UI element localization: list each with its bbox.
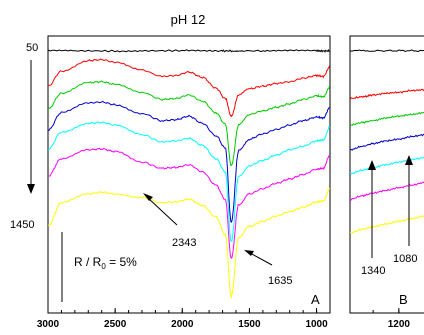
panel-a-x-tick-label: 1500 <box>238 319 261 330</box>
panel-a-series <box>48 48 330 300</box>
panel-a-series-line-4 <box>48 121 330 242</box>
panel-b-series-line-4 <box>350 157 424 175</box>
svg-text:2343: 2343 <box>172 237 196 249</box>
annotation-1635: 1635 <box>244 250 292 287</box>
offset-bottom-label: 1450 <box>10 219 34 231</box>
scale-bar-label: R / R0 = 5% <box>74 255 137 271</box>
panel-a-series-line-6 <box>48 188 330 300</box>
panel-a-series-line-3 <box>48 100 330 223</box>
panel-a-x-tick-label: 1000 <box>305 319 328 330</box>
offset-arrow <box>27 60 35 194</box>
annotation-1080: 1080 <box>393 155 417 265</box>
panel-a-ticks: 3000 2500 2000 1500 1000 <box>37 308 331 330</box>
panel-a-frame <box>47 35 331 314</box>
panel-b-series-line-1 <box>350 88 424 100</box>
chart-title: pH 12 <box>171 12 206 27</box>
panel-b-letter: B <box>399 292 408 307</box>
panel-b-series-line-2 <box>350 112 424 127</box>
panel-a-x-tick-label: 3000 <box>37 319 60 330</box>
panel-b-ticks: 1200 <box>372 308 411 330</box>
svg-text:1080: 1080 <box>393 253 417 265</box>
panel-b-series-line-0 <box>350 49 424 53</box>
panel-b-series-line-5 <box>350 181 424 201</box>
panel-a-x-tick-label: 2500 <box>104 319 127 330</box>
annotation-2343: 2343 <box>143 193 196 249</box>
panel-a-series-line-2 <box>48 80 330 166</box>
svg-text:1340: 1340 <box>361 265 385 277</box>
panel-b-series-line-6 <box>350 215 424 234</box>
panel-a-x-tick-label: 2000 <box>171 319 194 330</box>
panel-a-series-line-5 <box>48 147 330 259</box>
offset-top-label: 50 <box>26 42 38 54</box>
panel-a-letter: A <box>311 292 320 307</box>
annotation-1340: 1340 <box>361 160 385 277</box>
panel-a-series-line-0 <box>48 48 330 54</box>
svg-text:1635: 1635 <box>268 275 292 287</box>
panel-b-frame <box>349 35 424 314</box>
panel-b-series <box>350 49 424 234</box>
panel-b-series-line-3 <box>350 133 424 151</box>
panel-a-series-line-1 <box>48 58 330 118</box>
panel-b-x-tick-label: 1200 <box>388 319 411 330</box>
